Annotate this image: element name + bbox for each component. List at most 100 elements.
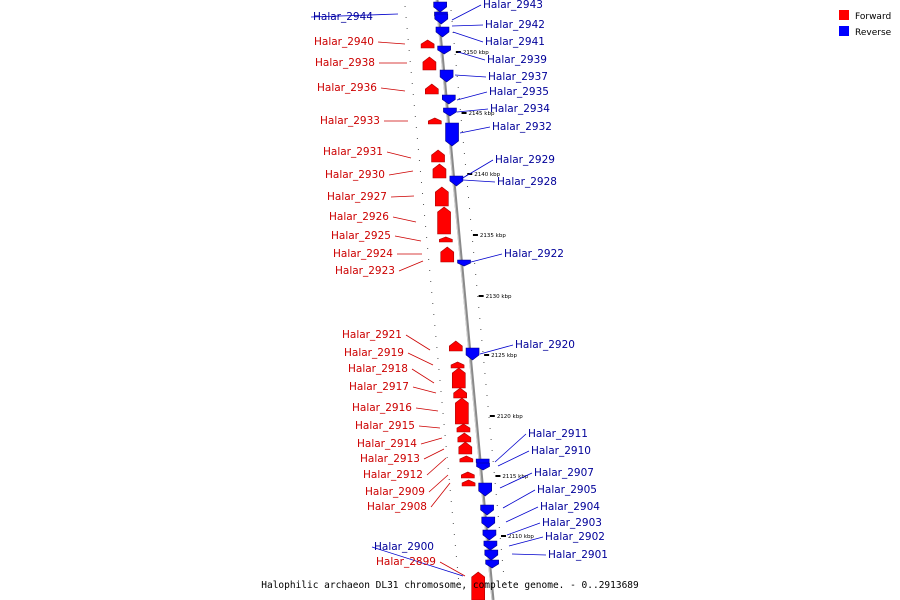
gene-forward[interactable] [457, 432, 472, 443]
strand-dot [427, 248, 429, 249]
gene-label[interactable]: Halar_2929 [495, 154, 555, 166]
gene-label[interactable]: Halar_2944 [313, 11, 373, 23]
gene-reverse[interactable] [435, 26, 450, 38]
gene-label[interactable]: Halar_2941 [485, 36, 545, 48]
gene-reverse[interactable] [480, 504, 494, 516]
gene-reverse[interactable] [449, 175, 464, 187]
gene-label[interactable]: Halar_2940 [314, 36, 374, 48]
gene-forward[interactable] [431, 149, 445, 163]
gene-forward[interactable] [456, 423, 471, 433]
gene-label[interactable]: Halar_2911 [528, 428, 588, 440]
gene-label[interactable]: Halar_2915 [355, 420, 415, 432]
gene-label[interactable]: Halar_2927 [327, 191, 387, 203]
gene-reverse[interactable] [443, 107, 457, 117]
gene-label[interactable]: Halar_2921 [342, 329, 402, 341]
gene-label[interactable]: Halar_2924 [333, 248, 393, 260]
gene-forward[interactable] [422, 56, 437, 71]
gene-label[interactable]: Halar_2900 [374, 541, 434, 553]
gene-reverse[interactable] [434, 13, 449, 25]
gene-forward[interactable] [453, 387, 467, 399]
strand-dot [471, 230, 473, 231]
gene-label[interactable]: Halar_2933 [320, 115, 380, 127]
gene-label[interactable]: Halar_2934 [490, 103, 550, 115]
gene-label[interactable]: Halar_2917 [349, 381, 409, 393]
gene-label[interactable]: Halar_2926 [329, 211, 389, 223]
gene-reverse[interactable] [441, 94, 456, 105]
gene-forward[interactable] [420, 39, 435, 49]
gene-reverse[interactable] [483, 540, 498, 551]
gene-forward[interactable] [461, 479, 476, 487]
gene-reverse[interactable] [465, 347, 480, 361]
gene-reverse[interactable] [481, 516, 496, 529]
gene-label[interactable]: Halar_2907 [534, 467, 594, 479]
gene-label[interactable]: Halar_2903 [542, 517, 602, 529]
gene-label[interactable]: Halar_2914 [357, 438, 417, 450]
gene-reverse[interactable] [484, 549, 499, 561]
gene-label[interactable]: Halar_2939 [487, 54, 547, 66]
gene-label[interactable]: Halar_2918 [348, 363, 408, 375]
gene-forward[interactable] [461, 471, 475, 479]
gene-label[interactable]: Halar_2920 [515, 339, 575, 351]
gene-label[interactable]: Halar_2905 [537, 484, 597, 496]
gene-reverse[interactable] [457, 259, 471, 267]
gene-forward[interactable] [427, 117, 442, 125]
gene-label[interactable]: Halar_2928 [497, 176, 557, 188]
gene-label[interactable]: Halar_2904 [540, 501, 600, 513]
gene-label[interactable]: Halar_2923 [335, 265, 395, 277]
gene-label[interactable]: Halar_2937 [488, 71, 548, 83]
gene-label[interactable]: Halar_2919 [344, 347, 404, 359]
gene-forward[interactable] [451, 367, 466, 389]
strand-dot [455, 556, 457, 557]
gene-forward[interactable] [435, 186, 449, 207]
gene-forward[interactable] [459, 455, 474, 463]
gene-label[interactable]: Halar_2912 [363, 469, 423, 481]
gene-label[interactable]: Halar_2909 [365, 486, 425, 498]
gene-label[interactable]: Halar_2899 [376, 556, 436, 568]
gene-reverse[interactable] [439, 69, 454, 83]
strand-dot [502, 571, 504, 572]
gene-reverse[interactable] [482, 529, 497, 541]
strand-dot [491, 450, 493, 451]
gene-label[interactable]: Halar_2902 [545, 531, 605, 543]
gene-forward[interactable] [448, 340, 463, 352]
strand-dot [435, 336, 437, 337]
gene-forward[interactable] [439, 236, 453, 243]
gene-label[interactable]: Halar_2943 [483, 0, 543, 11]
gene-label[interactable]: Halar_2916 [352, 402, 412, 414]
gene-forward[interactable] [455, 397, 469, 425]
gene-reverse[interactable] [485, 559, 499, 569]
gene-label[interactable]: Halar_2931 [323, 146, 383, 158]
gene-label[interactable]: Halar_2935 [489, 86, 549, 98]
callout-line [398, 260, 424, 272]
gene-forward[interactable] [458, 441, 473, 455]
strand-dot [487, 406, 489, 407]
gene-label[interactable]: Halar_2913 [360, 453, 420, 465]
gene-label[interactable]: Halar_2938 [315, 57, 375, 69]
gene-label[interactable]: Halar_2942 [485, 19, 545, 31]
strand-dot [457, 87, 459, 88]
gene-reverse[interactable] [445, 122, 459, 147]
gene-forward[interactable] [440, 246, 455, 263]
gene-label[interactable]: Halar_2910 [531, 445, 591, 457]
gene-forward[interactable] [471, 571, 485, 600]
gene-forward[interactable] [425, 83, 439, 95]
gene-label[interactable]: Halar_2932 [492, 121, 552, 133]
callout-line [426, 457, 447, 476]
gene-reverse[interactable] [437, 45, 451, 55]
gene-forward[interactable] [437, 206, 451, 235]
gene-reverse[interactable] [478, 482, 492, 497]
gene-forward[interactable] [432, 163, 447, 179]
gene-reverse[interactable] [433, 1, 447, 13]
gene-label[interactable]: Halar_2922 [504, 248, 564, 260]
gene-label[interactable]: Halar_2925 [331, 230, 391, 242]
gene-label[interactable]: Halar_2930 [325, 169, 385, 181]
callout-line [390, 195, 415, 198]
strand-dot [439, 380, 441, 381]
gene-label[interactable]: Halar_2908 [367, 501, 427, 513]
gene-forward[interactable] [450, 361, 465, 369]
tick-mark [501, 535, 507, 537]
callout-line [310, 13, 399, 18]
gene-reverse[interactable] [476, 462, 490, 471]
gene-label[interactable]: Halar_2901 [548, 549, 608, 561]
gene-label[interactable]: Halar_2936 [317, 82, 377, 94]
